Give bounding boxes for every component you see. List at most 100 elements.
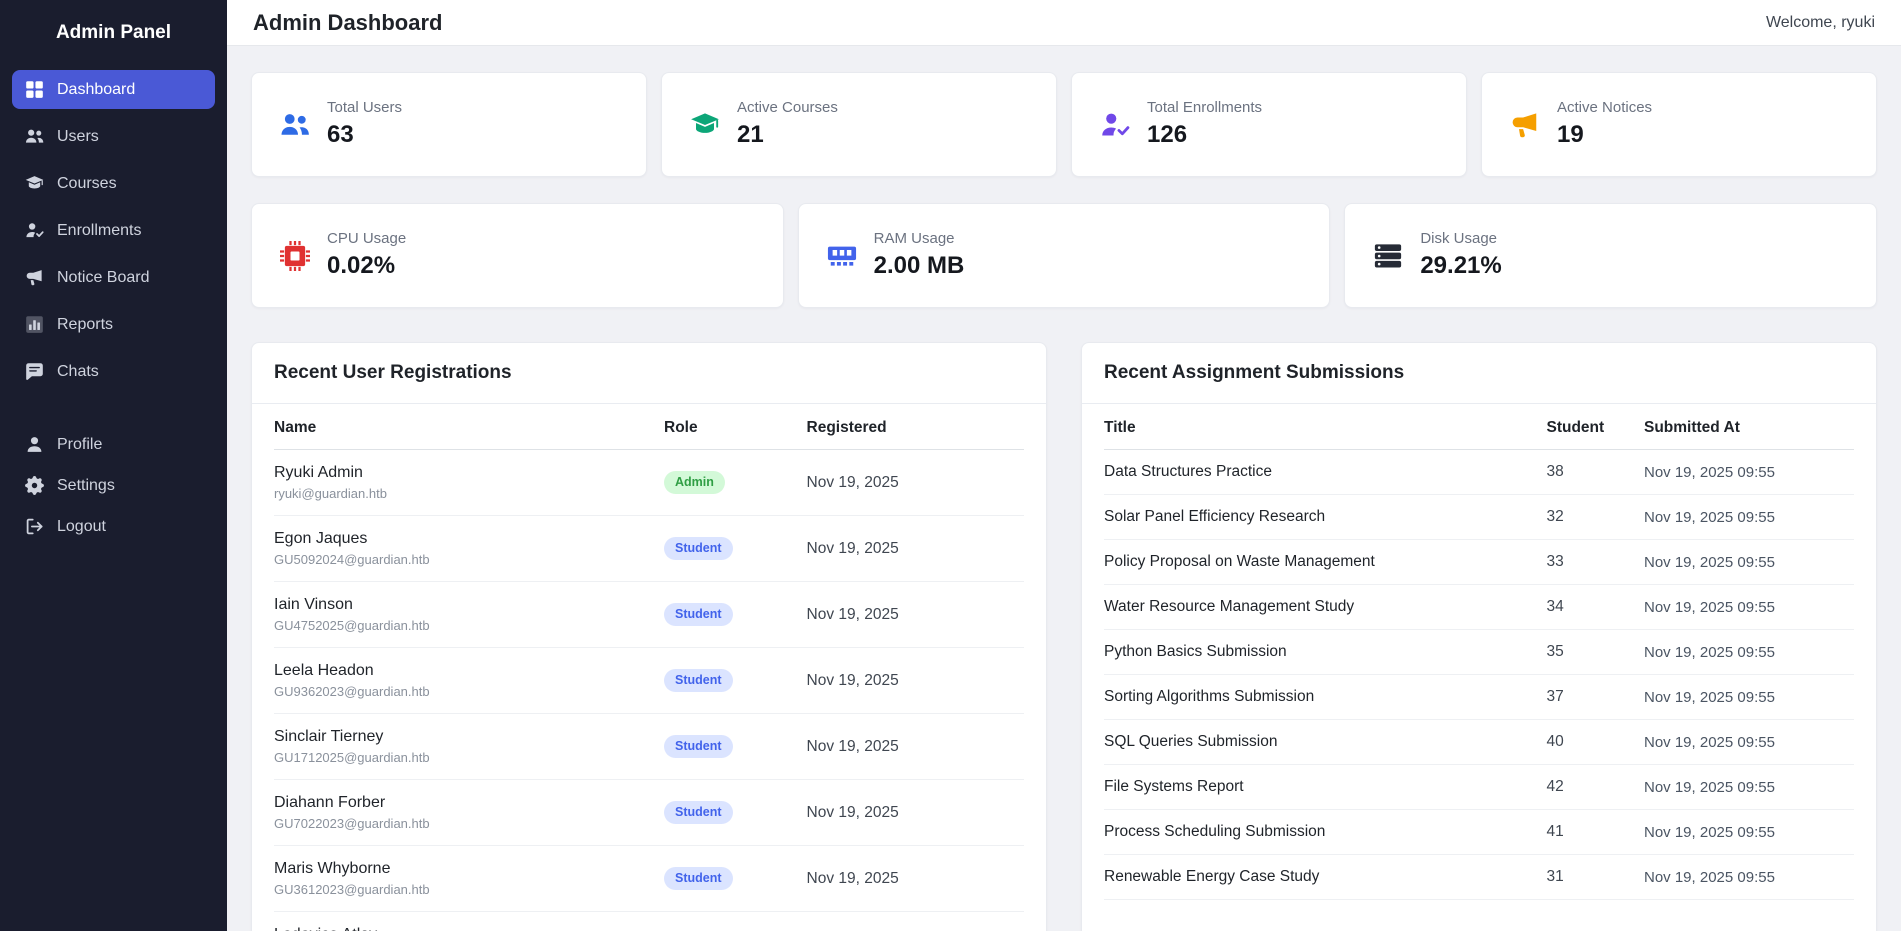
chat-icon xyxy=(25,362,44,381)
user-name: Ryuki Admin xyxy=(274,464,363,481)
user-cell: Maris Whyborne GU3612023@guardian.htb xyxy=(274,845,664,912)
app-brand: Admin Panel xyxy=(55,22,172,43)
recent-submissions-panel: Recent Assignment Submissions Title Stud… xyxy=(1081,342,1877,931)
panel-header: Recent User Registrations xyxy=(252,343,1046,404)
sidebar-item-courses[interactable]: Courses xyxy=(12,164,215,203)
panel-title: Recent Assignment Submissions xyxy=(1104,362,1405,383)
submission-student-number: 32 xyxy=(1546,494,1644,540)
sidebar-item-label: Reports xyxy=(57,315,114,333)
user-cell: Egon Jaques GU5092024@guardian.htb xyxy=(274,515,664,582)
user-email: GU3612023@guardian.htb xyxy=(274,882,430,897)
sidebar-item-profile[interactable]: Profile xyxy=(12,425,215,464)
bar-chart-icon xyxy=(25,315,44,334)
submission-title: Data Structures Practice xyxy=(1104,449,1547,495)
role-cell: Student xyxy=(664,515,807,582)
submission-title: SQL Queries Submission xyxy=(1104,719,1547,765)
card-total-users: Total Users 63 xyxy=(251,72,647,177)
sidebar-item-dashboard[interactable]: Dashboard xyxy=(12,70,215,109)
megaphone-icon xyxy=(1510,110,1540,140)
card-active-courses: Active Courses 21 xyxy=(661,72,1057,177)
card-total-enrollments: Total Enrollments 126 xyxy=(1071,72,1467,177)
submission-date: Nov 19, 2025 09:55 xyxy=(1644,449,1854,495)
table-header-row: Title Student Submitted At xyxy=(1104,404,1854,450)
sidebar-item-settings[interactable]: Settings xyxy=(12,466,215,505)
sidebar-item-users[interactable]: Users xyxy=(12,117,215,156)
stat-text: CPU Usage 0.02% xyxy=(327,230,406,281)
submission-title: Policy Proposal on Waste Management xyxy=(1104,539,1547,585)
stat-label: Active Courses xyxy=(737,99,838,116)
page-title: Admin Dashboard xyxy=(253,9,443,35)
stat-value: 2.00 MB xyxy=(873,252,965,279)
registered-date: Nov 19, 2025 xyxy=(806,449,1024,516)
submission-row: Renewable Energy Case Study 31 Nov 19, 2… xyxy=(1104,854,1854,900)
submission-date: Nov 19, 2025 09:55 xyxy=(1644,539,1854,585)
sidebar-item-logout[interactable]: Logout xyxy=(12,507,215,546)
user-email: ryuki@guardian.htb xyxy=(274,486,387,501)
panel-title: Recent User Registrations xyxy=(274,362,512,383)
submission-row: Water Resource Management Study 34 Nov 1… xyxy=(1104,584,1854,630)
user-email: GU5092024@guardian.htb xyxy=(274,552,430,567)
stat-value: 126 xyxy=(1147,121,1188,148)
submission-title: Process Scheduling Submission xyxy=(1104,809,1547,855)
registered-date: Nov 19, 2025 xyxy=(806,845,1024,912)
submission-title: Renewable Energy Case Study xyxy=(1104,854,1547,900)
submission-student-number: 33 xyxy=(1546,539,1644,585)
sidebar-item-label: Enrollments xyxy=(57,221,142,239)
role-badge: Student xyxy=(664,735,733,758)
registration-row: Sinclair Tierney GU1712025@guardian.htb … xyxy=(274,713,1024,780)
sidebar-item-label: Logout xyxy=(57,517,106,535)
stat-value: 0.02% xyxy=(327,252,396,279)
topbar: Admin Dashboard Welcome, ryuki xyxy=(227,0,1901,46)
sidebar-nav: Dashboard Users Courses Enrollments Noti… xyxy=(0,70,227,399)
submission-title: File Systems Report xyxy=(1104,764,1547,810)
disk-icon xyxy=(1373,241,1403,271)
user-name: Lodovico Atlay xyxy=(274,925,656,931)
submission-date: Nov 19, 2025 09:55 xyxy=(1644,674,1854,720)
panel-body: Title Student Submitted At Data Structur… xyxy=(1082,404,1876,920)
role-badge: Student xyxy=(664,669,733,692)
card-active-notices: Active Notices 19 xyxy=(1481,72,1877,177)
cpu-icon xyxy=(280,240,310,271)
role-badge: Admin xyxy=(664,471,725,494)
stat-text: Active Courses 21 xyxy=(737,99,838,150)
submission-row: Python Basics Submission 35 Nov 19, 2025… xyxy=(1104,629,1854,675)
role-badge: Student xyxy=(664,867,733,890)
submission-student-number: 34 xyxy=(1546,584,1644,630)
sidebar-item-label: Notice Board xyxy=(57,268,150,286)
sidebar-item-enrollments[interactable]: Enrollments xyxy=(12,211,215,250)
sidebar-item-reports[interactable]: Reports xyxy=(12,305,215,344)
user-cell: Leela Headon GU9362023@guardian.htb xyxy=(274,647,664,714)
registered-date: Nov 19, 2025 xyxy=(806,779,1024,846)
panel-header: Recent Assignment Submissions xyxy=(1082,343,1876,404)
person-check-icon xyxy=(25,221,44,240)
user-cell: Diahann Forber GU7022023@guardian.htb xyxy=(274,779,664,846)
registered-date: Nov 19, 2025 xyxy=(806,713,1024,780)
stat-value: 19 xyxy=(1557,121,1584,148)
logout-icon xyxy=(25,517,44,536)
registration-row: Egon Jaques GU5092024@guardian.htb Stude… xyxy=(274,515,1024,582)
user-name: Maris Whyborne xyxy=(274,860,391,877)
submission-student-number: 38 xyxy=(1546,449,1644,495)
role-cell: Student xyxy=(664,845,807,912)
sidebar-item-chats[interactable]: Chats xyxy=(12,352,215,391)
submission-student-number: 41 xyxy=(1546,809,1644,855)
stat-text: Total Enrollments 126 xyxy=(1147,99,1262,150)
sidebar-item-label: Chats xyxy=(57,362,99,380)
role-badge: Student xyxy=(664,603,733,626)
user-cell: Iain Vinson GU4752025@guardian.htb xyxy=(274,581,664,648)
submission-date: Nov 19, 2025 09:55 xyxy=(1644,629,1854,675)
dashboard-icon xyxy=(25,80,44,99)
submission-row: Sorting Algorithms Submission 37 Nov 19,… xyxy=(1104,674,1854,720)
user-name: Iain Vinson xyxy=(274,596,353,613)
sidebar: Admin Panel Dashboard Users Courses Enro… xyxy=(0,0,227,931)
stat-text: RAM Usage 2.00 MB xyxy=(874,230,965,281)
person-icon xyxy=(25,435,44,454)
sidebar-item-notice-board[interactable]: Notice Board xyxy=(12,258,215,297)
stat-text: Active Notices 19 xyxy=(1557,99,1652,150)
graduation-cap-icon xyxy=(25,174,44,193)
user-name: Sinclair Tierney xyxy=(274,728,384,745)
submission-row: File Systems Report 42 Nov 19, 2025 09:5… xyxy=(1104,764,1854,810)
submission-row: Policy Proposal on Waste Management 33 N… xyxy=(1104,539,1854,585)
column-header-registered: Registered xyxy=(806,404,1024,450)
